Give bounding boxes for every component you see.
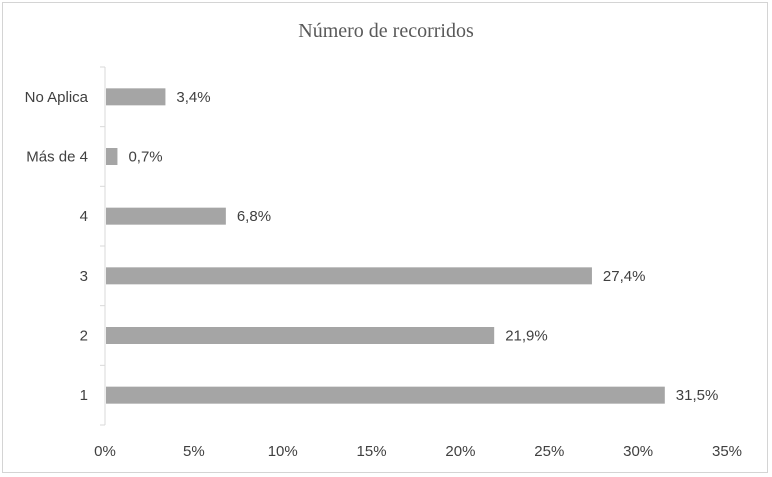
bar [106, 148, 118, 165]
bar [106, 88, 166, 106]
data-label: 3,4% [176, 89, 210, 106]
x-tick-label: 25% [534, 443, 564, 460]
x-tick-label: 20% [445, 443, 475, 460]
category-label: 1 [80, 387, 88, 404]
x-tick-label: 5% [183, 443, 205, 460]
x-tick-label: 0% [94, 443, 116, 460]
data-label: 21,9% [505, 328, 548, 345]
category-label: No Aplica [25, 89, 89, 106]
bar [106, 267, 592, 285]
data-label: 27,4% [603, 268, 646, 285]
category-label: 2 [80, 328, 88, 345]
axis-layer [100, 66, 106, 426]
data-label: 0,7% [128, 149, 162, 166]
data-label: 6,8% [237, 208, 271, 225]
x-tick-label: 30% [623, 443, 653, 460]
x-tick-label: 35% [712, 443, 742, 460]
bars-layer [106, 88, 665, 404]
category-label: 4 [80, 208, 88, 225]
labels-layer: No Aplica 3,4% Más de 4 0,7% 4 6,8% 3 27,4% 2 21,… [25, 89, 742, 460]
bar [106, 207, 226, 225]
category-label: Más de 4 [26, 149, 88, 166]
bar [106, 327, 495, 344]
x-tick-label: 15% [357, 443, 387, 460]
bar [106, 386, 665, 404]
data-label: 31,5% [676, 387, 719, 404]
x-tick-label: 10% [268, 443, 298, 460]
chart-title: Número de recorridos [298, 20, 474, 42]
category-label: 3 [80, 268, 88, 285]
